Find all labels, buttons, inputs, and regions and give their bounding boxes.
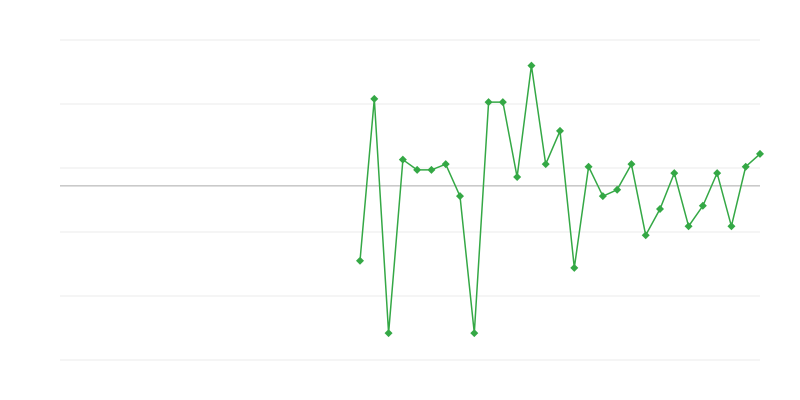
data-point <box>427 165 436 174</box>
data-point <box>641 231 650 240</box>
data-point <box>570 263 579 272</box>
data-point <box>584 162 593 171</box>
data-point <box>756 149 764 158</box>
data-point <box>656 204 664 213</box>
series-points <box>356 61 764 338</box>
data-point <box>541 160 550 169</box>
data-point <box>498 98 507 107</box>
data-point <box>684 222 693 231</box>
data-point <box>598 192 607 201</box>
data-point <box>370 94 379 103</box>
data-point <box>556 126 564 135</box>
data-point <box>741 162 750 171</box>
data-point <box>356 256 364 265</box>
data-point <box>698 201 707 210</box>
data-point <box>527 61 536 70</box>
series-polyline <box>359 65 761 334</box>
data-point <box>713 169 722 178</box>
data-point <box>484 98 493 107</box>
gridlines <box>60 39 760 361</box>
data-point <box>398 155 407 164</box>
data-point <box>413 165 422 174</box>
data-point <box>441 160 450 169</box>
series-line <box>359 65 761 334</box>
data-point <box>470 329 479 338</box>
data-point <box>627 160 636 169</box>
data-point <box>384 329 393 338</box>
data-point <box>613 185 622 194</box>
data-point <box>727 222 736 231</box>
data-point <box>456 192 464 201</box>
data-point <box>670 169 679 178</box>
data-point <box>513 172 522 181</box>
